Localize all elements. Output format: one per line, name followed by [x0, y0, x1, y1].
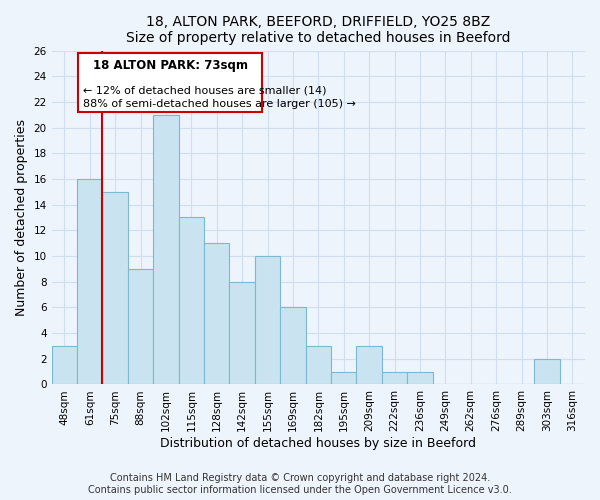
- Bar: [407, 372, 433, 384]
- Bar: [229, 282, 255, 385]
- Bar: [305, 346, 331, 385]
- Bar: [356, 346, 382, 385]
- Bar: [255, 256, 280, 384]
- Text: 88% of semi-detached houses are larger (105) →: 88% of semi-detached houses are larger (…: [83, 99, 356, 109]
- Text: 18 ALTON PARK: 73sqm: 18 ALTON PARK: 73sqm: [93, 59, 248, 72]
- X-axis label: Distribution of detached houses by size in Beeford: Distribution of detached houses by size …: [160, 437, 476, 450]
- Bar: [331, 372, 356, 384]
- Text: ← 12% of detached houses are smaller (14): ← 12% of detached houses are smaller (14…: [83, 86, 327, 96]
- Bar: [179, 218, 204, 384]
- Bar: [128, 269, 153, 384]
- Bar: [103, 192, 128, 384]
- Bar: [534, 359, 560, 384]
- Title: 18, ALTON PARK, BEEFORD, DRIFFIELD, YO25 8BZ
Size of property relative to detach: 18, ALTON PARK, BEEFORD, DRIFFIELD, YO25…: [126, 15, 511, 45]
- Bar: [382, 372, 407, 384]
- Bar: [77, 179, 103, 384]
- FancyBboxPatch shape: [79, 53, 262, 112]
- Y-axis label: Number of detached properties: Number of detached properties: [15, 119, 28, 316]
- Text: Contains HM Land Registry data © Crown copyright and database right 2024.
Contai: Contains HM Land Registry data © Crown c…: [88, 474, 512, 495]
- Bar: [280, 308, 305, 384]
- Bar: [204, 243, 229, 384]
- Bar: [52, 346, 77, 385]
- Bar: [153, 114, 179, 384]
